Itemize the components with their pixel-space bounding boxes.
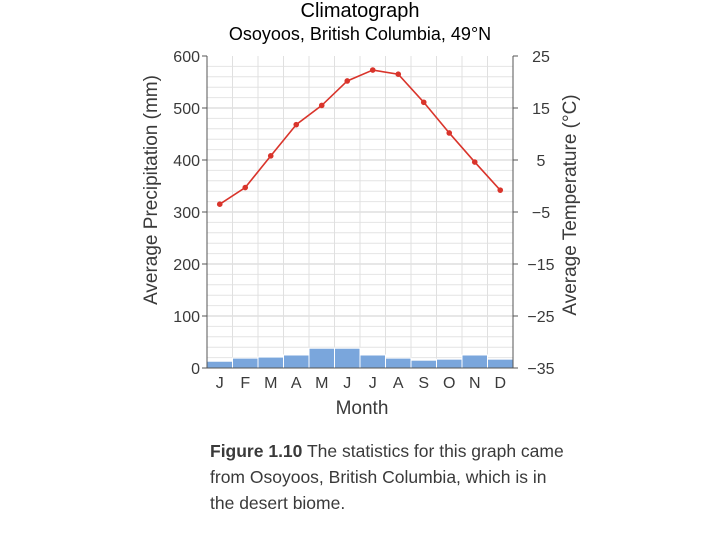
month-label-1: J xyxy=(216,375,224,392)
right-axis-ticks: −35 −25 −15 −5 5 15 25 xyxy=(513,49,555,378)
right-tick-label: 15 xyxy=(532,101,550,118)
precipitation-bar-8 xyxy=(385,357,412,369)
temperature-point-9 xyxy=(420,99,427,106)
precipitation-bars xyxy=(206,347,514,369)
climatograph-chart: Climatograph Osoyoos, British Columbia, … xyxy=(141,0,581,419)
temperature-point-6 xyxy=(344,78,351,84)
month-label-9: S xyxy=(418,375,429,392)
temperature-point-11 xyxy=(471,159,478,165)
left-axis-ticks: 0 100 200 300 400 500 600 xyxy=(173,49,207,378)
right-tick-label: −35 xyxy=(527,361,554,378)
temperature-point-1 xyxy=(216,201,223,207)
temperature-point-8 xyxy=(395,71,402,77)
right-axis-title: Average Temperature (°C) xyxy=(560,94,581,315)
precipitation-bar-10 xyxy=(436,358,463,369)
x-axis-title: Month xyxy=(336,398,389,419)
left-tick-label: 200 xyxy=(173,257,200,274)
month-label-12: D xyxy=(494,375,506,392)
left-tick-label: 0 xyxy=(191,361,200,378)
left-tick-label: 600 xyxy=(173,49,200,66)
precipitation-bar-7 xyxy=(359,354,386,369)
left-tick-label: 300 xyxy=(173,205,200,222)
right-tick-label: −15 xyxy=(527,257,554,274)
precipitation-bar-1 xyxy=(206,360,233,369)
precipitation-bar-11 xyxy=(461,354,488,369)
precipitation-bar-12 xyxy=(487,358,514,369)
month-label-11: N xyxy=(469,375,481,392)
month-label-5: M xyxy=(315,375,328,392)
temperature-point-7 xyxy=(369,67,376,73)
precipitation-bar-4 xyxy=(283,354,310,369)
temperature-point-4 xyxy=(293,121,300,128)
precipitation-bar-9 xyxy=(410,359,437,369)
precipitation-bar-6 xyxy=(334,347,361,369)
precipitation-bar-2 xyxy=(232,357,259,369)
left-tick-label: 100 xyxy=(173,309,200,326)
temperature-point-5 xyxy=(318,102,325,109)
temperature-line xyxy=(216,67,504,207)
temperature-point-2 xyxy=(242,184,249,191)
temperature-line-path xyxy=(219,69,501,205)
figure-label: Figure 1.10 xyxy=(210,441,303,461)
precipitation-bar-3 xyxy=(257,356,284,369)
left-tick-label: 500 xyxy=(173,101,200,118)
month-label-7: J xyxy=(369,375,377,392)
month-label-4: A xyxy=(291,375,302,392)
temperature-point-3 xyxy=(267,153,274,159)
right-tick-label: −5 xyxy=(532,205,550,222)
left-axis-title: Average Precipitation (mm) xyxy=(141,75,162,305)
month-label-8: A xyxy=(393,375,404,392)
month-label-10: O xyxy=(443,375,455,392)
temperature-point-12 xyxy=(497,187,504,193)
temperature-point-10 xyxy=(446,130,453,136)
chart-subtitle: Osoyoos, British Columbia, 49°N xyxy=(229,24,491,44)
right-tick-label: 5 xyxy=(537,153,546,170)
figure-caption: Figure 1.10 The statistics for this grap… xyxy=(210,438,570,516)
left-tick-label: 400 xyxy=(173,153,200,170)
month-label-2: F xyxy=(240,375,250,392)
right-tick-label: −25 xyxy=(527,309,554,326)
figure-caption-text: The statistics for this graph came from … xyxy=(210,441,564,513)
month-label-6: J xyxy=(343,375,351,392)
chart-title: Climatograph xyxy=(301,0,420,22)
grid xyxy=(207,56,513,368)
right-tick-label: 25 xyxy=(532,49,550,66)
month-label-3: M xyxy=(264,375,277,392)
precipitation-bar-5 xyxy=(308,347,335,369)
